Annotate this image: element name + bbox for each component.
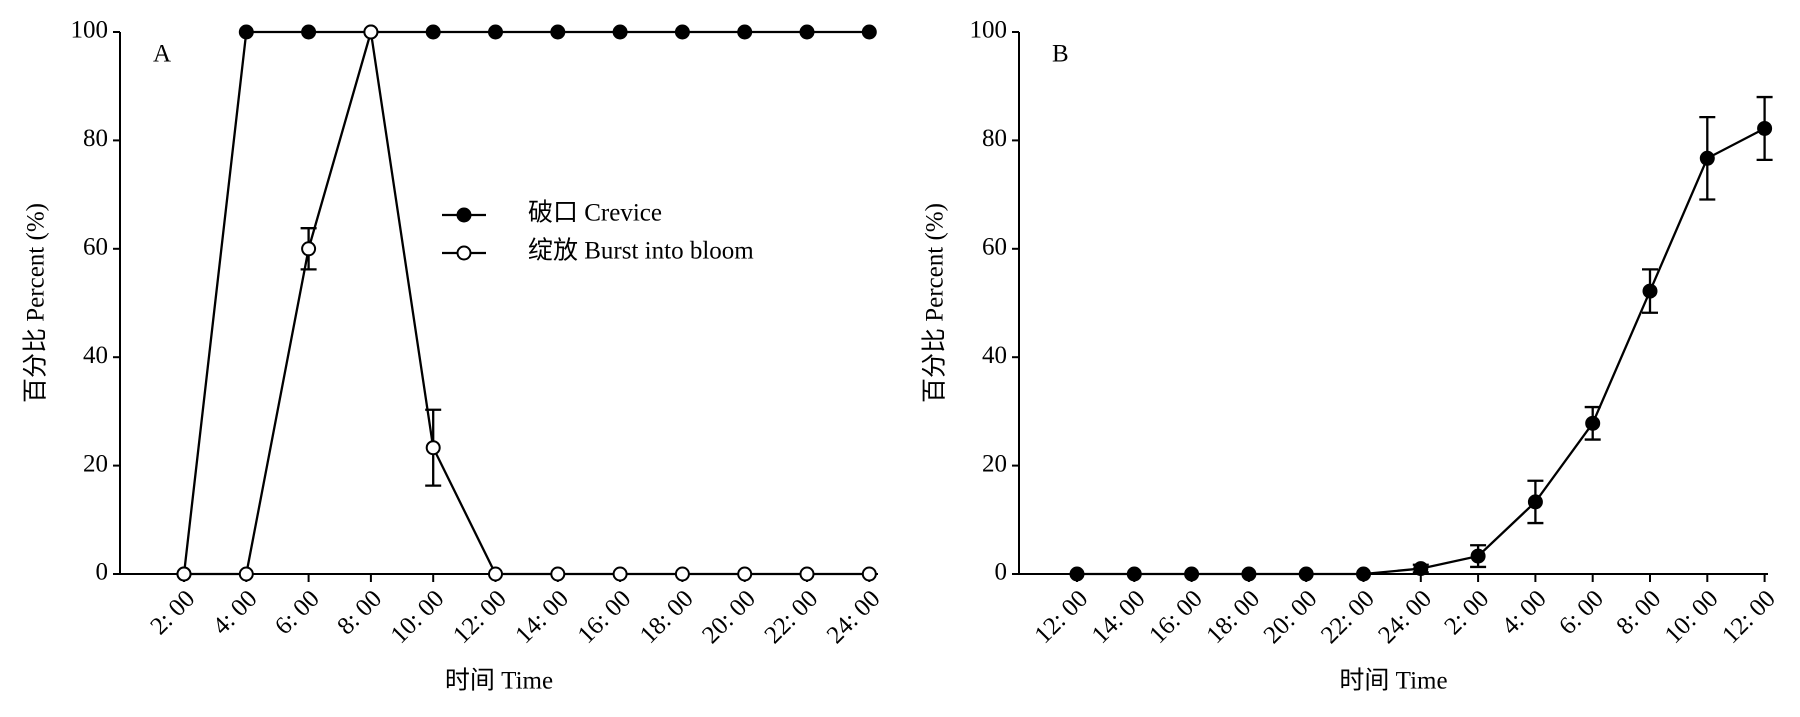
- marker: [1699, 150, 1715, 166]
- y-tick-label: 100: [71, 17, 109, 44]
- marker: [612, 566, 628, 582]
- x-tick-label: 18: 00: [1201, 585, 1265, 649]
- marker: [1757, 120, 1773, 136]
- marker: [1642, 283, 1658, 299]
- x-tick-label: 12: 00: [1717, 585, 1781, 649]
- legend-marker: [456, 245, 472, 261]
- y-tick-label: 80: [83, 125, 108, 152]
- marker: [1069, 566, 1085, 582]
- marker: [1126, 566, 1142, 582]
- marker: [550, 566, 566, 582]
- marker: [1184, 566, 1200, 582]
- x-tick-label: 10: 00: [1660, 585, 1724, 649]
- marker: [176, 566, 192, 582]
- x-tick-label: 14: 00: [510, 585, 574, 649]
- x-axis-label: 时间 Time: [445, 667, 553, 695]
- y-tick-label: 100: [970, 17, 1008, 44]
- x-tick-label: 4: 00: [208, 585, 263, 640]
- y-tick-label: 20: [83, 450, 108, 477]
- x-tick-label: 14: 00: [1087, 585, 1151, 649]
- y-tick-label: 60: [982, 234, 1007, 261]
- legend-label: 绽放 Burst into bloom: [528, 237, 754, 265]
- legend-label: 破口 Crevice: [528, 199, 662, 227]
- marker: [1298, 566, 1314, 582]
- marker: [363, 24, 379, 40]
- y-tick-label: 80: [982, 125, 1007, 152]
- marker: [425, 440, 441, 456]
- y-tick-label: 40: [83, 342, 108, 369]
- x-tick-label: 18: 00: [635, 585, 699, 649]
- x-tick-label: 16: 00: [573, 585, 637, 649]
- x-tick-label: 12: 00: [448, 585, 512, 649]
- x-tick-label: 24: 00: [822, 585, 886, 649]
- x-tick-label: 10: 00: [386, 585, 450, 649]
- x-tick-label: 24: 00: [1373, 585, 1437, 649]
- x-tick-label: 20: 00: [1259, 585, 1323, 649]
- y-tick-label: 0: [96, 559, 109, 586]
- marker: [238, 24, 254, 40]
- marker: [612, 24, 628, 40]
- legend-marker: [456, 207, 472, 223]
- y-tick-label: 60: [83, 234, 108, 261]
- marker: [737, 24, 753, 40]
- marker: [861, 566, 877, 582]
- marker: [799, 24, 815, 40]
- x-tick-label: 6: 00: [270, 585, 325, 640]
- marker: [488, 24, 503, 40]
- marker: [1585, 415, 1601, 431]
- marker: [674, 24, 690, 40]
- x-tick-label: 2: 00: [145, 585, 200, 640]
- marker: [488, 566, 503, 582]
- x-tick-label: 8: 00: [1611, 585, 1666, 640]
- x-tick-label: 12: 00: [1030, 585, 1094, 649]
- marker: [301, 24, 317, 40]
- series-line: [182, 30, 870, 575]
- y-tick-label: 0: [995, 559, 1008, 586]
- x-tick-label: 20: 00: [697, 585, 761, 649]
- x-tick-label: 8: 00: [332, 585, 387, 640]
- marker: [425, 24, 441, 40]
- marker: [861, 24, 877, 40]
- y-tick-label: 40: [982, 342, 1007, 369]
- series-line: [184, 31, 870, 576]
- marker: [1527, 494, 1543, 510]
- marker: [301, 241, 317, 257]
- x-tick-label: 6: 00: [1554, 585, 1609, 640]
- x-tick-label: 4: 00: [1497, 585, 1552, 640]
- marker: [1356, 566, 1371, 582]
- y-axis-label: 百分比 Percent (%): [921, 203, 949, 403]
- x-tick-label: 22: 00: [1316, 585, 1380, 649]
- panel-label: A: [153, 41, 171, 68]
- marker: [737, 566, 753, 582]
- x-tick-label: 22: 00: [760, 585, 824, 649]
- x-tick-label: 2: 00: [1439, 585, 1494, 640]
- marker: [674, 566, 690, 582]
- marker: [238, 566, 254, 582]
- marker: [550, 24, 566, 40]
- y-axis-label: 百分比 Percent (%): [22, 203, 50, 403]
- panel-label: B: [1052, 41, 1069, 68]
- marker: [799, 566, 815, 582]
- marker: [1470, 548, 1486, 564]
- marker: [1413, 561, 1429, 577]
- x-axis-label: 时间 Time: [1339, 667, 1447, 695]
- marker: [1241, 566, 1257, 582]
- y-tick-label: 20: [982, 450, 1007, 477]
- x-tick-label: 16: 00: [1144, 585, 1208, 649]
- series-line: [1077, 127, 1766, 576]
